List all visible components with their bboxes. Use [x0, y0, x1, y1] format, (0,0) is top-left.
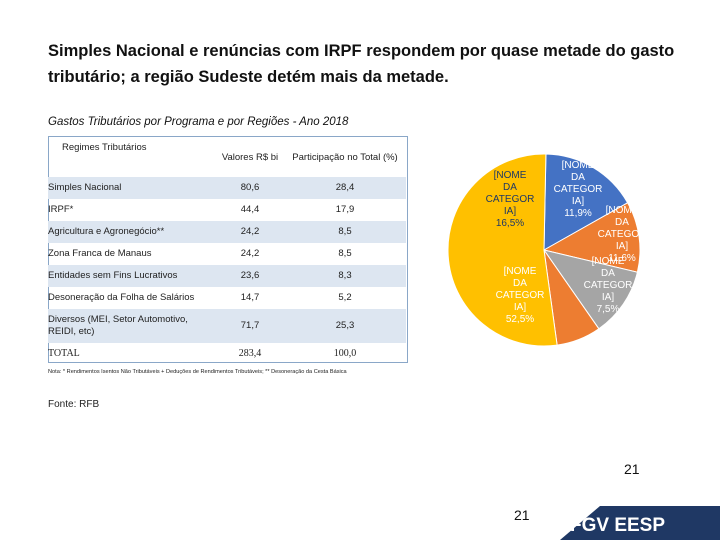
page-number: 21	[624, 461, 640, 477]
pie-slice-label: IA]	[616, 241, 628, 252]
pie-slice-label: 52,5%	[506, 314, 534, 325]
pie-slice-label: IA]	[602, 292, 614, 303]
pie-slice-label: 16,5%	[496, 218, 524, 229]
footer-shape	[560, 506, 720, 540]
regions-pie-chart: [NOMEDACATEGORIA]16,5%[NOMEDACATEGORIA]1…	[447, 153, 647, 347]
pie-slice	[542, 249, 638, 330]
row-participacao: 8,5	[284, 221, 406, 243]
pie-slice-label: CATEGOR	[554, 184, 603, 195]
table-row: Simples Nacional 80,6 28,4	[48, 177, 406, 199]
row-participacao: 8,3	[284, 265, 406, 287]
total-participacao: 100,0	[333, 348, 357, 359]
row-participacao: 17,9	[335, 204, 355, 215]
pie-slice-label: [NOME	[504, 266, 537, 277]
table-row: Diversos (MEI, Setor Automotivo, REIDI, …	[48, 309, 406, 343]
pie-slice-label: [NOME	[606, 205, 639, 216]
row-label: Desoneração da Folha de Salários	[48, 292, 195, 303]
pie-slice-label: CATEGOR	[486, 194, 535, 205]
pie-slice-label: DA	[615, 217, 629, 228]
row-valor: 24,2	[216, 221, 284, 243]
fgv-eesp-logo: FGV EESP	[542, 515, 665, 536]
table-row: Entidades sem Fins Lucrativos 23,6 8,3	[48, 265, 406, 287]
row-label: Entidades sem Fins Lucrativos	[48, 265, 216, 287]
pie-slice-label: [NOME	[562, 160, 595, 171]
logo-mark-icon	[542, 515, 566, 533]
table-row: Agricultura e Agronegócio** 24,2 8,5	[48, 221, 406, 243]
row-valor: 24,2	[240, 248, 260, 259]
pie-slice-label: CATEGOR	[598, 229, 647, 240]
pie-slice-label: [NOME	[592, 256, 625, 267]
pie-slice-label: DA	[503, 182, 517, 193]
row-valor: 80,6	[216, 177, 284, 199]
pie-slice-label: IA]	[514, 302, 526, 313]
pie-slice	[542, 202, 641, 273]
row-participacao: 25,3	[284, 309, 406, 343]
table-row: IRPF* 44,4 17,9	[48, 199, 406, 221]
table-row: Zona Franca de Manaus 24,2 8,5	[48, 243, 406, 265]
pie-slice-label: DA	[513, 278, 527, 289]
tax-expenditure-table: Regimes Tributários Valores R$ bi Partic…	[48, 137, 406, 365]
pie-slices	[447, 153, 641, 347]
row-valor: 44,4	[240, 204, 260, 215]
pie-slice-label: DA	[601, 268, 615, 279]
header-participacao: Participação no Total (%)	[292, 151, 398, 163]
total-valor: 283,4	[238, 348, 262, 359]
table-note: Nota: * Rendimentos Isentos Não Tributáv…	[48, 369, 347, 375]
row-label: Diversos (MEI, Setor Automotivo, REIDI, …	[48, 309, 216, 343]
row-valor: 14,7	[240, 292, 260, 303]
footer-page-number: 21	[514, 507, 530, 523]
row-label: IRPF*	[48, 204, 74, 215]
row-participacao: 5,2	[338, 292, 352, 303]
pie-labels: [NOMEDACATEGORIA]16,5%[NOMEDACATEGORIA]1…	[486, 160, 647, 325]
row-participacao: 8,5	[338, 248, 352, 259]
pie-slice-label: CATEGOR	[496, 290, 545, 301]
table-subtitle: Gastos Tributários por Programa e por Re…	[48, 116, 349, 128]
pie-slice-label: DA	[571, 172, 585, 183]
pie-slice-label: [NOME	[494, 170, 527, 181]
row-label: Simples Nacional	[48, 177, 216, 199]
header-valores: Valores R$ bi	[221, 151, 279, 163]
row-label: Agricultura e Agronegócio**	[48, 221, 216, 243]
footer-bar	[560, 506, 720, 540]
row-valor: 71,7	[216, 309, 284, 343]
pie-slice-label: IA]	[572, 196, 584, 207]
pie-slice-label: 11,6%	[608, 253, 636, 264]
row-participacao: 28,4	[284, 177, 406, 199]
logo-text: FGV EESP	[570, 515, 665, 536]
table-total-row: TOTAL 283,4 100,0	[48, 343, 406, 365]
pie-slice-label: CATEGOR	[584, 280, 633, 291]
total-label: TOTAL	[48, 348, 80, 359]
pie-slice	[543, 153, 629, 251]
slide-title: Simples Nacional e renúncias com IRPF re…	[48, 42, 675, 86]
row-label: Zona Franca de Manaus	[48, 248, 152, 259]
pie-slice-label: IA]	[504, 206, 516, 217]
header-regimes: Regimes Tributários	[62, 142, 147, 153]
table-row: Desoneração da Folha de Salários 14,7 5,…	[48, 287, 406, 309]
source-text: Fonte: RFB	[48, 399, 100, 410]
pie-slice-label: 11,9%	[564, 208, 592, 219]
pie-slice-label: 7,5%	[597, 304, 620, 315]
row-valor: 23,6	[216, 265, 284, 287]
table-frame	[48, 136, 408, 363]
pie-slice	[447, 153, 558, 347]
